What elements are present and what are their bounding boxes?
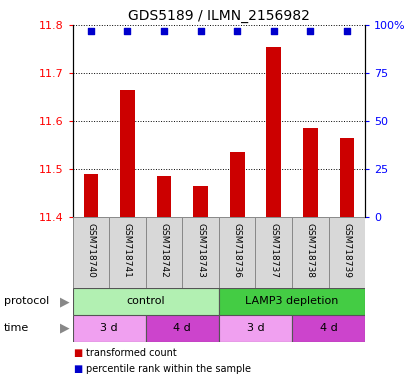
Point bbox=[124, 28, 131, 34]
Text: time: time bbox=[4, 323, 29, 333]
Bar bbox=[73, 217, 109, 288]
Bar bbox=[292, 217, 329, 288]
Bar bbox=[292, 315, 365, 342]
Bar bbox=[120, 90, 135, 217]
Text: GSM718739: GSM718739 bbox=[342, 223, 352, 278]
Text: transformed count: transformed count bbox=[86, 348, 177, 358]
Bar bbox=[182, 217, 219, 288]
Text: 3 d: 3 d bbox=[100, 323, 118, 333]
Text: GSM718737: GSM718737 bbox=[269, 223, 278, 278]
Text: ■: ■ bbox=[73, 348, 82, 358]
Bar bbox=[256, 217, 292, 288]
Text: GSM718742: GSM718742 bbox=[159, 223, 168, 277]
Text: protocol: protocol bbox=[4, 296, 49, 306]
Bar bbox=[157, 176, 171, 217]
Text: 3 d: 3 d bbox=[247, 323, 264, 333]
Bar bbox=[73, 315, 146, 342]
Text: GSM718736: GSM718736 bbox=[233, 223, 242, 278]
Text: control: control bbox=[127, 296, 165, 306]
Bar bbox=[329, 217, 365, 288]
Point bbox=[344, 28, 350, 34]
Text: ■: ■ bbox=[73, 364, 82, 374]
Point bbox=[88, 28, 94, 34]
Bar bbox=[146, 217, 182, 288]
Bar bbox=[219, 315, 292, 342]
Bar bbox=[146, 315, 219, 342]
Bar bbox=[266, 46, 281, 217]
Text: LAMP3 depletion: LAMP3 depletion bbox=[245, 296, 339, 306]
Text: 4 d: 4 d bbox=[320, 323, 337, 333]
Bar bbox=[193, 186, 208, 217]
Point bbox=[234, 28, 241, 34]
Text: GSM718743: GSM718743 bbox=[196, 223, 205, 278]
Text: percentile rank within the sample: percentile rank within the sample bbox=[86, 364, 251, 374]
Text: 4 d: 4 d bbox=[173, 323, 191, 333]
Point bbox=[197, 28, 204, 34]
Point bbox=[271, 28, 277, 34]
Bar bbox=[219, 288, 365, 315]
Bar bbox=[109, 217, 146, 288]
Bar bbox=[339, 138, 354, 217]
Point bbox=[307, 28, 314, 34]
Bar bbox=[73, 288, 219, 315]
Text: GSM718738: GSM718738 bbox=[306, 223, 315, 278]
Title: GDS5189 / ILMN_2156982: GDS5189 / ILMN_2156982 bbox=[128, 8, 310, 23]
Text: GSM718741: GSM718741 bbox=[123, 223, 132, 278]
Point bbox=[161, 28, 167, 34]
Bar bbox=[219, 217, 256, 288]
Bar bbox=[303, 128, 317, 217]
Bar bbox=[83, 174, 98, 217]
Text: ▶: ▶ bbox=[59, 322, 69, 335]
Text: GSM718740: GSM718740 bbox=[86, 223, 95, 278]
Bar bbox=[230, 152, 244, 217]
Text: ▶: ▶ bbox=[59, 295, 69, 308]
